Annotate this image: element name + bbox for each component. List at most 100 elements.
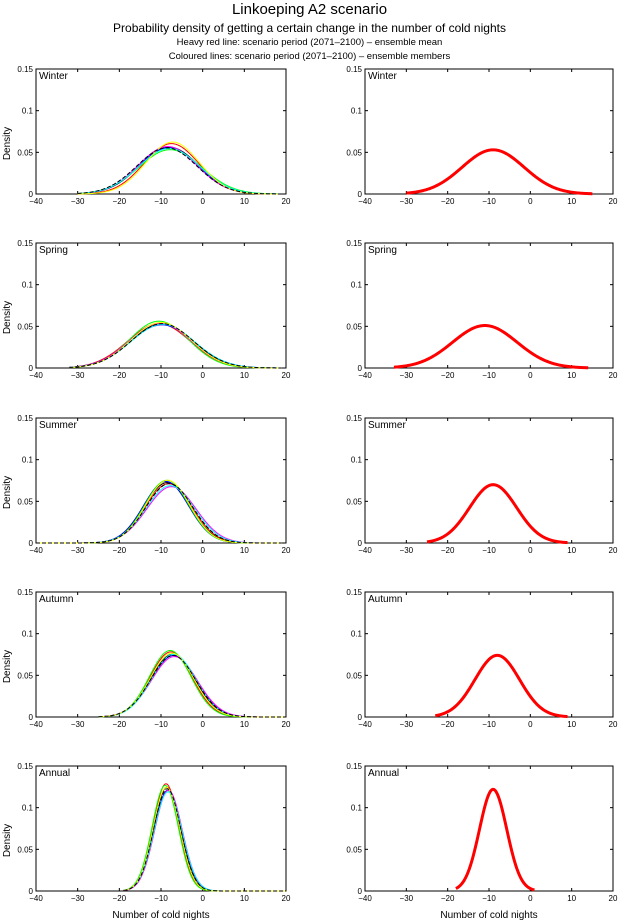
y-axis-label: Density bbox=[2, 301, 13, 334]
x-tick-label: 10 bbox=[240, 371, 249, 380]
y-tick-label: 0.15 bbox=[17, 414, 33, 423]
x-tick-label: −30 bbox=[400, 546, 414, 555]
axes-box bbox=[35, 591, 287, 718]
x-tick-label: 0 bbox=[528, 546, 533, 555]
ensemble-mean-line bbox=[405, 148, 593, 196]
season-label: Spring bbox=[39, 245, 68, 256]
x-tick-label: −40 bbox=[358, 371, 372, 380]
x-tick-label: −40 bbox=[358, 197, 372, 206]
x-tick-label: −30 bbox=[400, 894, 414, 903]
ensemble-member-line bbox=[98, 654, 286, 718]
y-tick-label: 0.05 bbox=[346, 845, 362, 854]
x-tick-label: −30 bbox=[400, 720, 414, 729]
y-tick-label: 0.1 bbox=[22, 107, 34, 116]
x-tick-label: −20 bbox=[441, 371, 455, 380]
x-tick-label: 10 bbox=[240, 894, 249, 903]
y-tick-label: 0 bbox=[358, 713, 363, 722]
figure-title: Linkoeping A2 scenario bbox=[231, 1, 388, 18]
x-tick-label: 10 bbox=[240, 720, 249, 729]
panel-summer-members: −40 −30 −20 −10 0 10 20 0 0.05 0.1 0.15 Summer Densi… bbox=[2, 414, 291, 555]
ensemble-member-line bbox=[77, 147, 278, 195]
y-tick-label: 0 bbox=[29, 887, 34, 896]
ensemble-member-line bbox=[123, 789, 286, 892]
x-tick-label: −30 bbox=[71, 720, 85, 729]
panel-spring-mean: −40 −30 −20 −10 0 10 20 0 0.05 0.1 0.15 Spring bbox=[346, 239, 618, 380]
x-tick-label: 10 bbox=[567, 546, 576, 555]
y-tick-label: 0.15 bbox=[346, 414, 362, 423]
y-tick-label: 0.15 bbox=[346, 588, 362, 597]
panel-annual-members: −40 −30 −20 −10 0 10 20 0 0.05 0.1 0.15 Annual Densi… bbox=[2, 762, 291, 920]
ensemble-member-line bbox=[69, 323, 282, 369]
season-label: Winter bbox=[368, 71, 398, 82]
y-tick-label: 0.15 bbox=[17, 762, 33, 771]
ensemble-member-line bbox=[123, 789, 286, 892]
x-tick-label: −30 bbox=[71, 894, 85, 903]
panel-spring-members: −40 −30 −20 −10 0 10 20 0 0.05 0.1 0.15 Spring Densi… bbox=[2, 239, 291, 380]
y-tick-label: 0 bbox=[358, 887, 363, 896]
x-tick-label: −40 bbox=[29, 720, 43, 729]
ensemble-mean-line bbox=[426, 483, 568, 545]
y-tick-label: 0 bbox=[29, 539, 34, 548]
ensemble-member-line bbox=[123, 784, 286, 892]
y-tick-label: 0 bbox=[29, 190, 34, 199]
axes-box bbox=[364, 68, 614, 195]
ensemble-member-line bbox=[123, 791, 286, 892]
ensemble-member-line bbox=[123, 783, 286, 892]
y-tick-label: 0.05 bbox=[346, 671, 362, 680]
x-tick-label: 0 bbox=[528, 371, 533, 380]
x-tick-label: −10 bbox=[482, 197, 496, 206]
axes-box bbox=[35, 242, 287, 369]
ensemble-member-line bbox=[36, 485, 282, 544]
x-tick-label: −20 bbox=[441, 720, 455, 729]
x-tick-label: 20 bbox=[282, 197, 291, 206]
x-tick-label: 20 bbox=[282, 720, 291, 729]
ensemble-mean-line bbox=[434, 653, 568, 719]
panel-summer-mean: −40 −30 −20 −10 0 10 20 0 0.05 0.1 0.15 Summer bbox=[346, 414, 618, 555]
x-tick-label: −10 bbox=[154, 546, 168, 555]
y-tick-label: 0 bbox=[29, 713, 34, 722]
x-tick-label: −10 bbox=[154, 720, 168, 729]
x-tick-label: 20 bbox=[609, 894, 618, 903]
x-axis-label: Number of cold nights bbox=[112, 910, 209, 920]
y-tick-label: 0.1 bbox=[22, 281, 34, 290]
y-tick-label: 0.1 bbox=[351, 281, 363, 290]
x-tick-label: −20 bbox=[113, 197, 127, 206]
ensemble-member-line bbox=[98, 650, 286, 718]
x-tick-label: −30 bbox=[71, 546, 85, 555]
panel-autumn-mean: −40 −30 −20 −10 0 10 20 0 0.05 0.1 0.15 Autumn bbox=[346, 588, 618, 729]
y-tick-label: 0.1 bbox=[22, 456, 34, 465]
y-axis-label: Density bbox=[2, 127, 13, 160]
ensemble-member-line bbox=[36, 483, 282, 544]
y-tick-label: 0.15 bbox=[17, 239, 33, 248]
x-tick-label: −20 bbox=[113, 371, 127, 380]
x-tick-label: 10 bbox=[567, 894, 576, 903]
x-tick-label: 20 bbox=[609, 546, 618, 555]
season-label: Annual bbox=[39, 768, 70, 779]
ensemble-member-line bbox=[36, 486, 282, 544]
figure-subtitle: Probability density of getting a certain… bbox=[113, 21, 506, 35]
season-label: Spring bbox=[368, 245, 397, 256]
y-tick-label: 0.05 bbox=[17, 148, 33, 157]
x-tick-label: 10 bbox=[567, 197, 576, 206]
x-tick-label: 0 bbox=[200, 894, 205, 903]
x-tick-label: 0 bbox=[528, 720, 533, 729]
x-axis-label: Number of cold nights bbox=[440, 910, 537, 920]
y-tick-label: 0.15 bbox=[346, 762, 362, 771]
ensemble-member-line bbox=[36, 479, 282, 544]
y-tick-label: 0.15 bbox=[17, 65, 33, 74]
y-tick-label: 0.15 bbox=[346, 65, 362, 74]
y-tick-label: 0.1 bbox=[22, 630, 34, 639]
y-tick-label: 0 bbox=[29, 364, 34, 373]
ensemble-member-line bbox=[98, 652, 286, 718]
x-tick-label: 0 bbox=[200, 371, 205, 380]
x-tick-label: −40 bbox=[29, 546, 43, 555]
ensemble-member-line bbox=[123, 786, 286, 892]
x-tick-label: −10 bbox=[482, 720, 496, 729]
x-tick-label: −10 bbox=[154, 371, 168, 380]
note-ensemble-mean: Heavy red line: scenario period (2071–21… bbox=[176, 37, 443, 48]
ensemble-member-line bbox=[36, 483, 282, 544]
ensemble-member-line bbox=[98, 653, 286, 718]
y-tick-label: 0 bbox=[358, 190, 363, 199]
y-tick-label: 0.1 bbox=[351, 804, 363, 813]
